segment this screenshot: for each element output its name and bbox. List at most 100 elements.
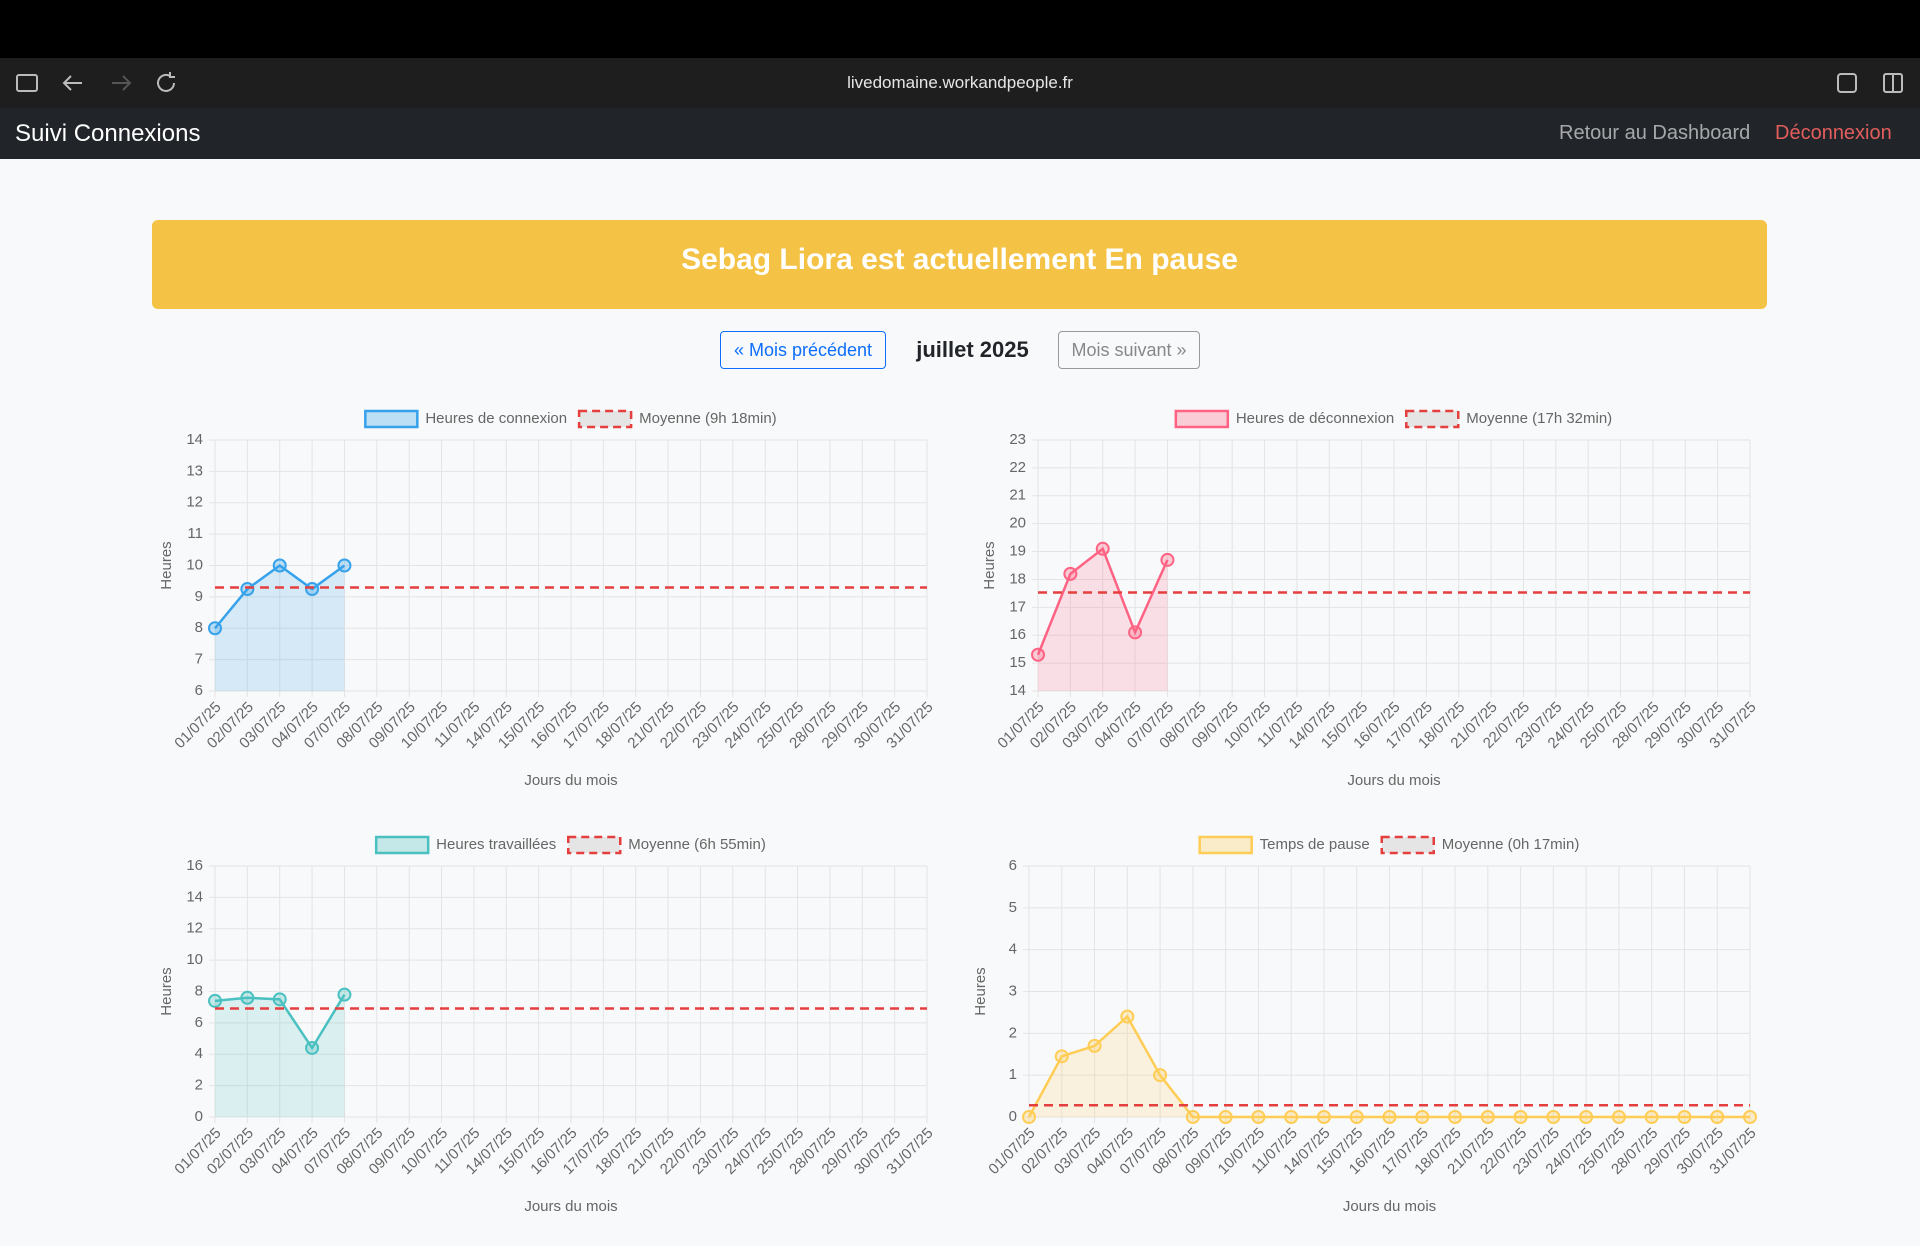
area [1038, 548, 1168, 691]
y-tick-label: 16 [186, 857, 203, 874]
point [337, 558, 352, 573]
y-axis-label: Heures [158, 967, 175, 1015]
current-month: juillet 2025 [916, 337, 1029, 362]
point [337, 987, 352, 1002]
y-tick-label: 20 [1009, 515, 1026, 532]
back-icon[interactable] [62, 75, 82, 91]
y-tick-label: 18 [1009, 570, 1026, 587]
point [1415, 1110, 1430, 1124]
point [1349, 1110, 1364, 1124]
status-banner: Sebag Liora est actuellement En pause [152, 220, 1767, 309]
point [240, 582, 255, 597]
line [1036, 546, 1169, 656]
y-tick-label: 16 [1009, 626, 1026, 643]
point [1710, 1110, 1725, 1124]
point [208, 621, 222, 636]
extension-icon[interactable] [1837, 73, 1857, 93]
y-tick-label: 6 [195, 682, 203, 699]
y-tick-label: 8 [195, 619, 203, 636]
y-tick-label: 12 [186, 494, 203, 511]
point [305, 1040, 320, 1055]
dashboard-link[interactable]: Retour au Dashboard [1559, 122, 1751, 144]
point [1316, 1110, 1331, 1124]
legend-swatch [364, 409, 419, 429]
line [214, 563, 346, 630]
legend-swatch [577, 409, 633, 429]
navbar [0, 108, 1920, 159]
next-month-button[interactable]: Mois suivant » [1058, 331, 1200, 369]
point [1160, 552, 1175, 567]
point [1251, 1110, 1266, 1124]
x-axis-label: Jours du mois [1347, 772, 1440, 789]
url[interactable]: livedomaine.workandpeople.fr [847, 73, 1073, 92]
y-tick-label: 4 [1009, 941, 1017, 958]
legend-label: Heures de connexion [425, 410, 567, 427]
point [240, 990, 255, 1005]
y-tick-label: 2 [195, 1077, 203, 1094]
os-bar [0, 0, 1920, 58]
y-tick-label: 9 [195, 588, 203, 605]
legend-swatch [1405, 409, 1460, 429]
y-tick-label: 1 [1009, 1066, 1017, 1083]
legend-label: Heures travaillées [436, 836, 556, 853]
x-axis-label: Jours du mois [1343, 1198, 1436, 1215]
legend: Heures de déconnexion Moyenne (17h 32min) [1174, 409, 1612, 429]
legend: Heures de connexion Moyenne (9h 18min) [364, 409, 777, 429]
y-tick-label: 5 [1009, 899, 1017, 916]
point [305, 582, 320, 597]
prev-month-button[interactable]: « Mois précédent [720, 331, 886, 369]
point [1743, 1110, 1757, 1124]
y-tick-label: 13 [186, 462, 203, 479]
point [1054, 1049, 1069, 1064]
point [1128, 625, 1143, 640]
brand[interactable]: Suivi Connexions [15, 120, 201, 147]
point [1153, 1068, 1168, 1083]
legend-swatch [1198, 835, 1253, 855]
y-tick-label: 10 [186, 556, 203, 573]
legend-label: Moyenne (6h 55min) [628, 836, 766, 853]
y-tick-label: 6 [195, 1014, 203, 1031]
y-tick-label: 17 [1009, 598, 1026, 615]
y-tick-label: 14 [186, 431, 203, 448]
point [272, 558, 287, 573]
logout-link[interactable]: Déconnexion [1775, 122, 1892, 144]
point [1022, 1110, 1036, 1124]
x-axis-label: Jours du mois [524, 772, 617, 789]
line [1027, 1014, 1750, 1119]
sidebar-icon[interactable] [16, 74, 38, 92]
legend: Heures travaillées Moyenne (6h 55min) [374, 835, 766, 855]
point [1031, 647, 1045, 662]
point [1480, 1110, 1495, 1124]
y-tick-label: 23 [1009, 431, 1026, 448]
point [1611, 1110, 1626, 1124]
y-tick-label: 11 [187, 525, 203, 542]
legend-swatch [1174, 409, 1230, 429]
y-tick-label: 10 [186, 951, 203, 968]
legend-label: Moyenne (9h 18min) [639, 410, 777, 427]
area [215, 994, 345, 1117]
y-tick-label: 3 [1009, 982, 1017, 999]
point [1448, 1110, 1463, 1124]
legend-label: Temps de pause [1260, 836, 1370, 853]
point [1063, 566, 1078, 581]
y-tick-label: 4 [195, 1045, 203, 1062]
point [1185, 1110, 1200, 1124]
legend-swatch [566, 835, 622, 855]
point [208, 993, 222, 1008]
point [1579, 1110, 1594, 1124]
point [1382, 1110, 1397, 1124]
area [215, 565, 345, 691]
forward-icon[interactable] [112, 75, 132, 91]
y-tick-label: 14 [186, 888, 203, 905]
toolbar-icons [16, 72, 1903, 93]
y-tick-label: 7 [195, 651, 203, 668]
area [1029, 1016, 1750, 1117]
legend: Temps de pause Moyenne (0h 17min) [1198, 835, 1579, 855]
point [1513, 1110, 1528, 1124]
y-tick-label: 8 [195, 982, 203, 999]
y-tick-label: 2 [1009, 1024, 1017, 1041]
reload-icon[interactable] [157, 72, 175, 92]
x-axis-label: Jours du mois [524, 1198, 617, 1215]
legend-swatch [1380, 835, 1435, 855]
y-tick-label: 0 [1009, 1108, 1017, 1125]
